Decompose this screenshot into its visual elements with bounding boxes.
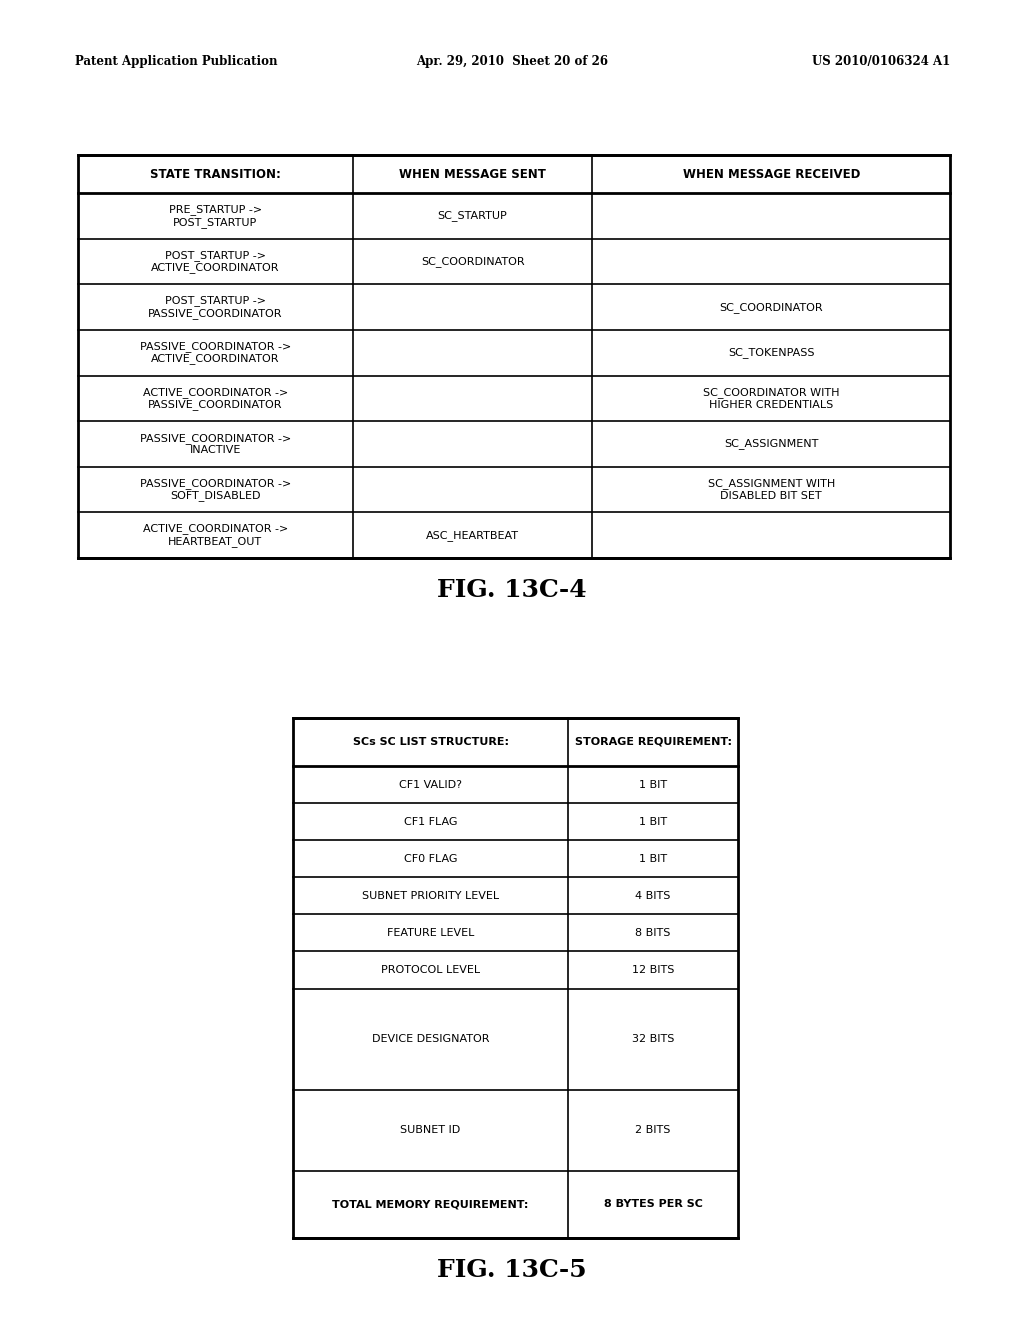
Text: 8 BITS: 8 BITS [635,928,671,939]
Text: PROTOCOL LEVEL: PROTOCOL LEVEL [381,965,480,975]
Text: POST_STARTUP ->
PASSIVE_COORDINATOR: POST_STARTUP -> PASSIVE_COORDINATOR [148,296,283,318]
Bar [78,154,950,558]
Text: FIG. 13C-5: FIG. 13C-5 [437,1258,587,1282]
Text: TOTAL MEMORY REQUIREMENT:: TOTAL MEMORY REQUIREMENT: [333,1200,528,1209]
Text: CF1 VALID?: CF1 VALID? [399,780,462,789]
Text: CF1 FLAG: CF1 FLAG [403,817,458,826]
Text: SUBNET ID: SUBNET ID [400,1125,461,1135]
Text: POST_STARTUP ->
ACTIVE_COORDINATOR: POST_STARTUP -> ACTIVE_COORDINATOR [152,249,280,273]
Text: ASC_HEARTBEAT: ASC_HEARTBEAT [426,529,519,541]
Text: FEATURE LEVEL: FEATURE LEVEL [387,928,474,939]
Text: Apr. 29, 2010  Sheet 20 of 26: Apr. 29, 2010 Sheet 20 of 26 [416,55,608,69]
Text: SC_COORDINATOR WITH
HIGHER CREDENTIALS: SC_COORDINATOR WITH HIGHER CREDENTIALS [703,387,840,409]
Text: SUBNET PRIORITY LEVEL: SUBNET PRIORITY LEVEL [361,891,499,900]
Bar [293,718,738,1238]
Text: PASSIVE_COORDINATOR ->
INACTIVE: PASSIVE_COORDINATOR -> INACTIVE [139,433,291,455]
Text: SC_COORDINATOR: SC_COORDINATOR [421,256,524,267]
Text: CF0 FLAG: CF0 FLAG [403,854,458,863]
Text: PASSIVE_COORDINATOR ->
SOFT_DISABLED: PASSIVE_COORDINATOR -> SOFT_DISABLED [139,478,291,502]
Text: SC_STARTUP: SC_STARTUP [437,210,508,222]
Text: SC_ASSIGNMENT: SC_ASSIGNMENT [724,438,818,449]
Text: 2 BITS: 2 BITS [635,1125,671,1135]
Text: 1 BIT: 1 BIT [639,780,667,789]
Text: 32 BITS: 32 BITS [632,1034,674,1044]
Text: 12 BITS: 12 BITS [632,965,674,975]
Text: SC_ASSIGNMENT WITH
DISABLED BIT SET: SC_ASSIGNMENT WITH DISABLED BIT SET [708,478,835,500]
Text: PRE_STARTUP ->
POST_STARTUP: PRE_STARTUP -> POST_STARTUP [169,205,262,227]
Text: 8 BYTES PER SC: 8 BYTES PER SC [603,1200,702,1209]
Text: SCs SC LIST STRUCTURE:: SCs SC LIST STRUCTURE: [352,737,509,747]
Text: DEVICE DESIGNATOR: DEVICE DESIGNATOR [372,1034,489,1044]
Text: 1 BIT: 1 BIT [639,854,667,863]
Text: US 2010/0106324 A1: US 2010/0106324 A1 [812,55,950,69]
Text: 4 BITS: 4 BITS [635,891,671,900]
Text: STATE TRANSITION:: STATE TRANSITION: [150,168,281,181]
Text: WHEN MESSAGE SENT: WHEN MESSAGE SENT [399,168,546,181]
Text: PASSIVE_COORDINATOR ->
ACTIVE_COORDINATOR: PASSIVE_COORDINATOR -> ACTIVE_COORDINATO… [139,341,291,364]
Text: 1 BIT: 1 BIT [639,817,667,826]
Text: SC_TOKENPASS: SC_TOKENPASS [728,347,814,358]
Text: WHEN MESSAGE RECEIVED: WHEN MESSAGE RECEIVED [683,168,860,181]
Text: ACTIVE_COORDINATOR ->
PASSIVE_COORDINATOR: ACTIVE_COORDINATOR -> PASSIVE_COORDINATO… [142,387,288,411]
Text: FIG. 13C-4: FIG. 13C-4 [437,578,587,602]
Text: ACTIVE_COORDINATOR ->
HEARTBEAT_OUT: ACTIVE_COORDINATOR -> HEARTBEAT_OUT [142,524,288,546]
Text: STORAGE REQUIREMENT:: STORAGE REQUIREMENT: [574,737,731,747]
Text: SC_COORDINATOR: SC_COORDINATOR [720,301,823,313]
Text: Patent Application Publication: Patent Application Publication [75,55,278,69]
